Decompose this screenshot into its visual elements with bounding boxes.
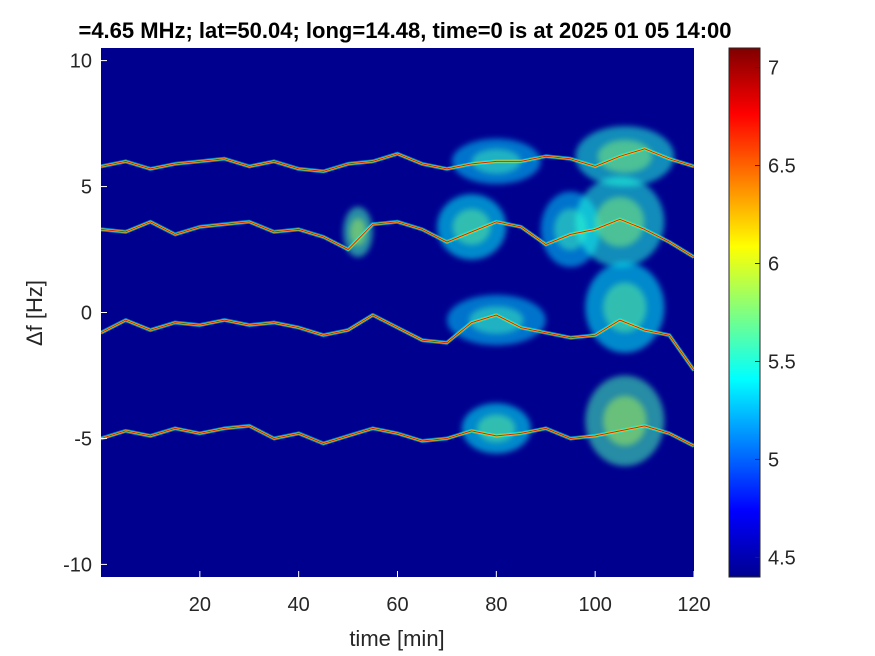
colorbar-tick-label: 6.5 xyxy=(768,156,796,178)
y-tick-label: -10 xyxy=(63,554,92,576)
cloud-core-7 xyxy=(603,282,647,333)
colorbar-axis: 7 6.5 6 5.5 5 4.5 xyxy=(755,58,796,569)
cloud-core-9 xyxy=(603,395,647,446)
cloud-core-3 xyxy=(595,196,645,247)
x-tick-label: 60 xyxy=(386,594,408,616)
x-tick-label: 120 xyxy=(677,594,710,616)
cloud-core-0 xyxy=(349,218,367,246)
colorbar-tick-label: 6 xyxy=(768,254,779,276)
colorbar-tick-label: 5.5 xyxy=(768,351,796,373)
y-tick-label: 10 xyxy=(70,51,92,73)
y-tick-label: 5 xyxy=(81,177,92,199)
y-axis: 10 5 0 -5 -10 xyxy=(63,51,107,576)
x-tick-label: 80 xyxy=(485,594,507,616)
trace-core-3 xyxy=(101,425,694,447)
y-axis-label: Δf [Hz] xyxy=(22,280,47,346)
x-tick-label: 40 xyxy=(288,594,310,616)
x-tick-label: 20 xyxy=(189,594,211,616)
cloud-core-8 xyxy=(477,414,516,443)
colorbar-tick-label: 4.5 xyxy=(768,547,796,569)
trace-layer xyxy=(101,146,694,448)
y-tick-label: -5 xyxy=(74,428,92,450)
cloud-core-6 xyxy=(469,306,524,334)
y-tick-label: 0 xyxy=(81,303,92,325)
x-axis: 20 40 60 80 100 120 xyxy=(189,571,711,616)
x-axis-label: time [min] xyxy=(349,626,444,651)
colorbar-tick-label: 5 xyxy=(768,449,779,471)
colorbar-tick-label: 7 xyxy=(768,58,779,80)
x-tick-label: 100 xyxy=(578,594,611,616)
trace-core-2 xyxy=(101,314,694,371)
colorbar xyxy=(728,47,761,578)
trace-core-0 xyxy=(101,148,694,172)
trace-core-1 xyxy=(101,218,694,258)
chart-title: =4.65 MHz; lat=50.04; long=14.48, time=0… xyxy=(78,18,731,43)
